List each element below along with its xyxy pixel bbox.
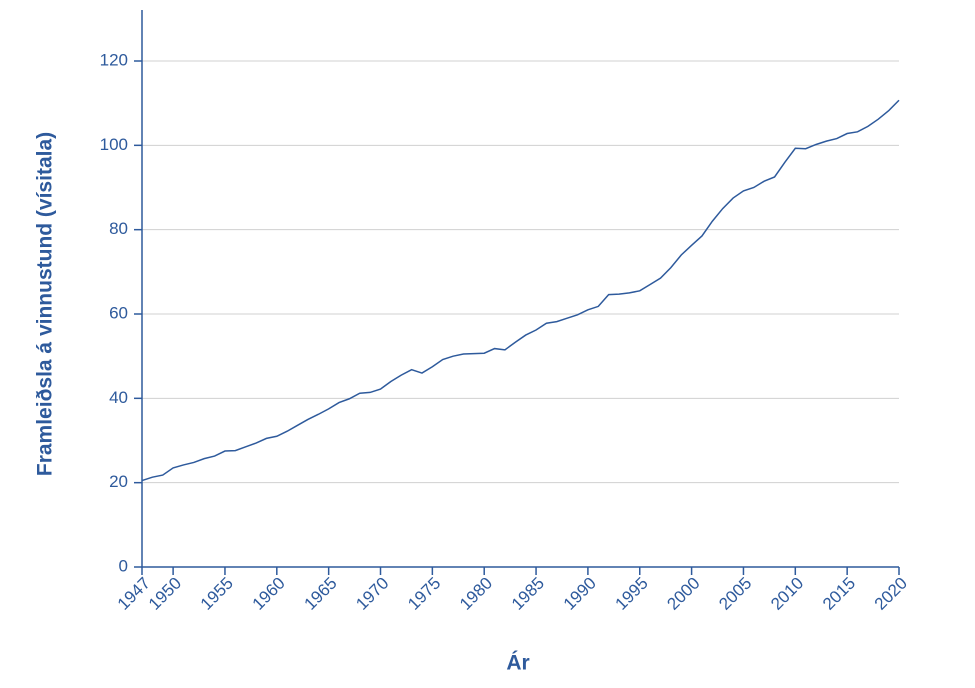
y-tick-label: 20: [109, 472, 128, 491]
y-tick-label: 120: [100, 50, 128, 69]
x-tick-label: 1975: [404, 574, 444, 614]
x-tick-label: 1990: [560, 574, 600, 614]
x-tick-label: 1960: [249, 574, 289, 614]
x-axis-title: Ár: [506, 652, 529, 675]
x-tick-label: 1985: [508, 574, 548, 614]
x-tick-label: 2005: [715, 574, 755, 614]
x-tick-label: 2015: [819, 574, 859, 614]
x-tick-label: 2020: [871, 574, 911, 614]
x-tick-label: 1947: [114, 574, 154, 614]
data-line: [141, 99, 900, 482]
x-tick-label: 1955: [197, 574, 237, 614]
x-tick-label: 1950: [145, 574, 185, 614]
y-tick-label: 40: [109, 388, 128, 407]
x-tick-label: 2010: [767, 574, 807, 614]
x-tick-label: 2000: [663, 574, 703, 614]
y-tick-label: 80: [109, 219, 128, 238]
x-tick-label: 1970: [352, 574, 392, 614]
x-tick-label: 1965: [300, 574, 340, 614]
y-tick-label: 60: [109, 303, 128, 322]
y-axis-title: Framleiðsla á vinnustund (vísitala): [34, 132, 57, 476]
x-tick-label: 1980: [456, 574, 496, 614]
x-tick-label: 1995: [612, 574, 652, 614]
y-tick-label: 100: [100, 135, 128, 154]
y-tick-label: 0: [119, 556, 128, 575]
